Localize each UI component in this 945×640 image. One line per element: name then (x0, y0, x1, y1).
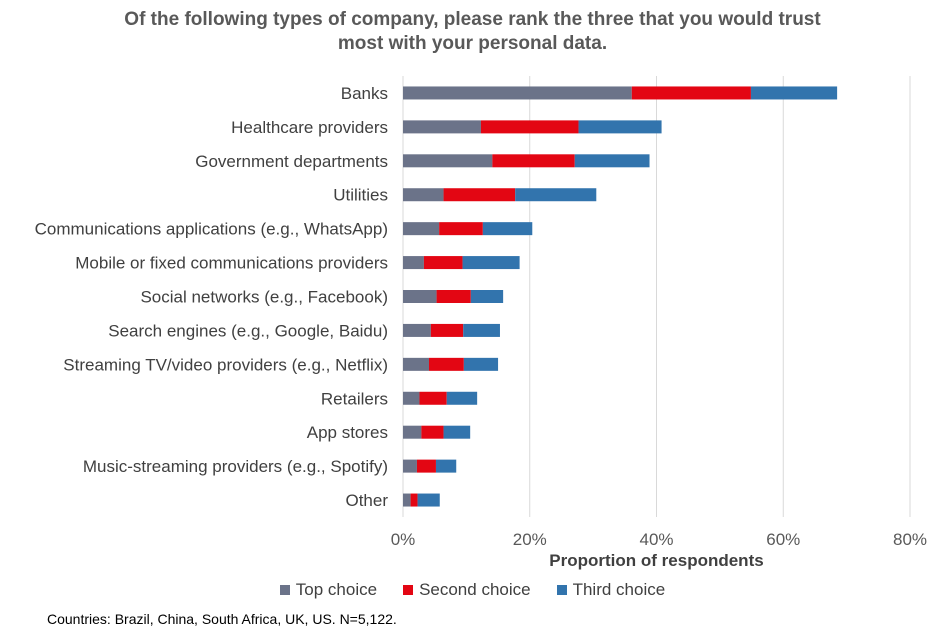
bar-other-third-choice (417, 493, 440, 507)
category-label-healthcare-providers: Healthcare providers (231, 118, 388, 137)
x-tick-label-20: 20% (513, 530, 547, 549)
bar-other-second-choice (410, 493, 418, 507)
category-label-social-networks-e-g-facebook: Social networks (e.g., Facebook) (140, 288, 388, 307)
legend: Top choice Second choice Third choice (0, 580, 945, 600)
bars (403, 86, 838, 507)
bar-communications-applications-e-g-whatsapp-second-choice (439, 222, 483, 236)
category-label-search-engines-e-g-google-baidu: Search engines (e.g., Google, Baidu) (108, 321, 388, 340)
bar-mobile-or-fixed-communications-providers-top-choice (403, 256, 424, 270)
category-label-government-departments: Government departments (195, 152, 388, 171)
bar-government-departments-second-choice (492, 154, 575, 168)
bar-healthcare-providers-second-choice (480, 120, 579, 134)
chart-title: Of the following types of company, pleas… (0, 8, 945, 56)
bar-streaming-tv-video-providers-e-g-netflix-top-choice (403, 357, 429, 371)
x-axis-label: Proportion of respondents (549, 551, 764, 570)
category-labels: Banks Healthcare providers Government depa… (35, 84, 389, 510)
legend-swatch-third-choice (556, 585, 567, 595)
bar-utilities-third-choice (515, 188, 597, 202)
category-label-communications-applications-e-g-whatsapp: Communications applications (e.g., Whats… (35, 220, 388, 239)
bar-streaming-tv-video-providers-e-g-netflix-second-choice (428, 357, 464, 371)
category-label-retailers: Retailers (321, 389, 388, 408)
chart-title-line-2: most with your personal data. (337, 33, 608, 54)
bar-app-stores-top-choice (403, 425, 422, 439)
bar-healthcare-providers-top-choice (403, 120, 481, 134)
bar-mobile-or-fixed-communications-providers-third-choice (462, 256, 520, 270)
chart-title-line-1: Of the following types of company, pleas… (124, 9, 821, 30)
x-tick-label-0: 0% (391, 530, 416, 549)
legend-swatch-top-choice (279, 585, 290, 595)
category-label-music-streaming-providers-e-g-spotify: Music-streaming providers (e.g., Spotify… (83, 457, 388, 476)
bar-app-stores-third-choice (443, 425, 471, 439)
bar-healthcare-providers-third-choice (578, 120, 662, 134)
bar-music-streaming-providers-e-g-spotify-top-choice (403, 459, 417, 473)
bar-other-top-choice (403, 493, 411, 507)
x-tick-label-80: 80% (893, 530, 927, 549)
bar-social-networks-e-g-facebook-top-choice (403, 290, 437, 303)
bar-app-stores-second-choice (421, 425, 444, 439)
bar-search-engines-e-g-google-baidu-third-choice (463, 323, 500, 337)
bar-music-streaming-providers-e-g-spotify-second-choice (416, 459, 436, 473)
legend-label-top-choice: Top choice (295, 580, 378, 599)
legend-item-top-choice: Top choice (279, 580, 378, 600)
legend-item-second-choice: Second choice (403, 580, 531, 600)
bar-mobile-or-fixed-communications-providers-second-choice (423, 256, 463, 270)
bar-retailers-third-choice (446, 391, 478, 405)
category-label-utilities: Utilities (333, 186, 388, 205)
bar-search-engines-e-g-google-baidu-second-choice (430, 323, 464, 337)
bar-streaming-tv-video-providers-e-g-netflix-third-choice (463, 357, 499, 371)
bar-banks-third-choice (750, 86, 838, 100)
bar-government-departments-top-choice (403, 154, 493, 168)
bar-communications-applications-e-g-whatsapp-top-choice (403, 222, 440, 236)
x-tick-label-60: 60% (766, 530, 800, 549)
category-label-banks: Banks (341, 84, 388, 103)
category-label-app-stores: App stores (307, 423, 388, 442)
bar-banks-second-choice (631, 86, 751, 100)
bar-banks-top-choice (403, 86, 632, 100)
legend-swatch-second-choice (403, 585, 414, 595)
bar-social-networks-e-g-facebook-second-choice (436, 290, 471, 303)
category-label-mobile-or-fixed-communications-providers: Mobile or fixed communications providers (75, 254, 388, 273)
bar-utilities-top-choice (403, 188, 444, 202)
bar-communications-applications-e-g-whatsapp-third-choice (482, 222, 533, 236)
bar-music-streaming-providers-e-g-spotify-third-choice (435, 459, 457, 473)
bar-social-networks-e-g-facebook-third-choice (470, 290, 504, 303)
bar-retailers-second-choice (419, 391, 447, 405)
bar-retailers-top-choice (403, 391, 420, 405)
bar-search-engines-e-g-google-baidu-top-choice (403, 323, 431, 337)
x-tick-labels: 0% 20% 40% 60% 80% (391, 530, 927, 549)
legend-label-second-choice: Second choice (419, 580, 531, 599)
x-tick-label-40: 40% (639, 530, 673, 549)
category-label-other: Other (345, 491, 388, 510)
legend-item-third-choice: Third choice (556, 580, 666, 600)
bar-utilities-second-choice (443, 188, 516, 202)
footnote: Countries: Brazil, China, South Africa, … (47, 611, 397, 627)
bar-government-departments-third-choice (574, 154, 650, 168)
legend-label-third-choice: Third choice (572, 580, 666, 599)
category-label-streaming-tv-video-providers-e-g-netflix: Streaming TV/video providers (e.g., Netf… (63, 355, 388, 374)
